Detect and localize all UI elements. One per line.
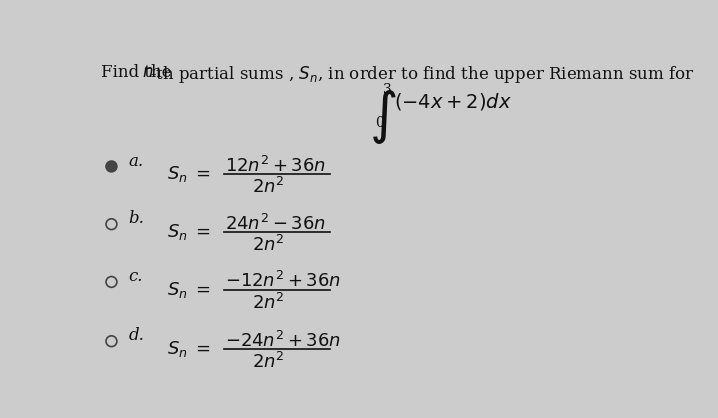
Text: $12n^2 + 36n$: $12n^2 + 36n$ bbox=[225, 155, 326, 176]
Text: a.: a. bbox=[129, 153, 144, 170]
Text: $(-4x + 2)dx$: $(-4x + 2)dx$ bbox=[393, 91, 511, 112]
Text: b.: b. bbox=[129, 210, 144, 227]
Text: $-12n^2 + 36n$: $-12n^2 + 36n$ bbox=[225, 271, 341, 291]
Text: $2n^2$: $2n^2$ bbox=[253, 177, 285, 197]
Text: d.: d. bbox=[129, 327, 144, 344]
Text: $-24n^2 + 36n$: $-24n^2 + 36n$ bbox=[225, 331, 341, 351]
Text: $2n^2$: $2n^2$ bbox=[253, 235, 285, 255]
Text: Find the: Find the bbox=[101, 64, 177, 81]
Text: $\int$: $\int$ bbox=[369, 88, 396, 146]
Text: $S_n\;=$: $S_n\;=$ bbox=[167, 164, 210, 184]
Text: 0: 0 bbox=[375, 116, 383, 130]
Text: $S_n\;=$: $S_n\;=$ bbox=[167, 339, 210, 359]
Text: -th partial sums , $S_n$, in order to find the upper Riemann sum for: -th partial sums , $S_n$, in order to fi… bbox=[150, 64, 695, 85]
Text: $2n^2$: $2n^2$ bbox=[253, 293, 285, 313]
Circle shape bbox=[106, 161, 117, 172]
Text: $S_n\;=$: $S_n\;=$ bbox=[167, 222, 210, 242]
Text: $24n^2 - 36n$: $24n^2 - 36n$ bbox=[225, 214, 326, 234]
Text: $n$: $n$ bbox=[142, 64, 154, 81]
Text: $2n^2$: $2n^2$ bbox=[253, 352, 285, 372]
Text: 3: 3 bbox=[383, 83, 391, 97]
Text: $S_n\;=$: $S_n\;=$ bbox=[167, 280, 210, 300]
Text: c.: c. bbox=[129, 268, 143, 285]
